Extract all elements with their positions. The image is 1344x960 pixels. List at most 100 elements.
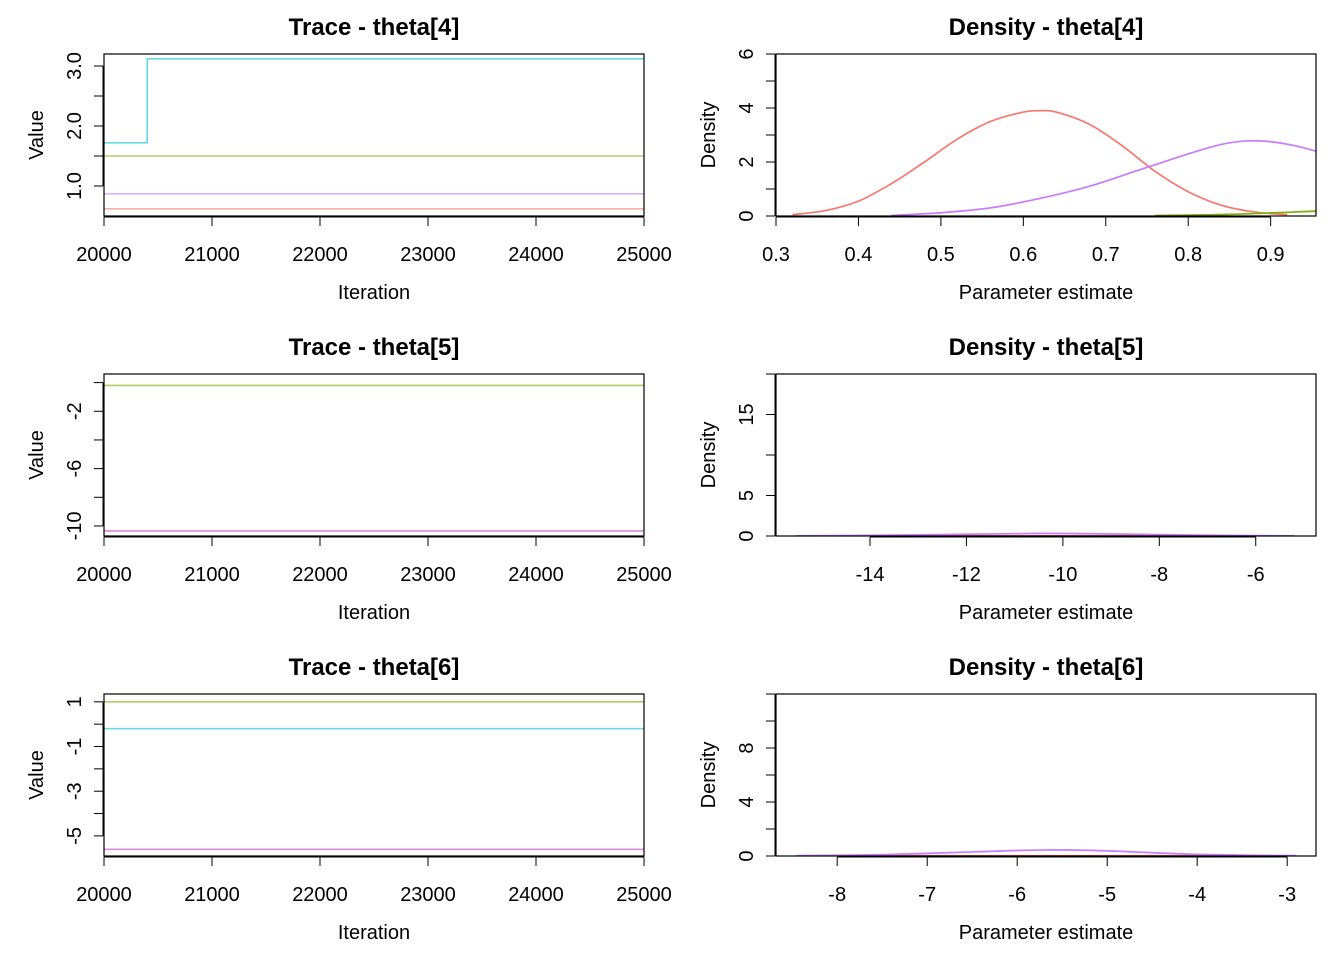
x-tick-label: -10 bbox=[1048, 564, 1077, 586]
series-group bbox=[796, 849, 1297, 856]
x-axis-label: Parameter estimate bbox=[959, 282, 1134, 304]
x-tick-label: 25000 bbox=[616, 884, 672, 906]
y-axis: -5 -3 -1 1 bbox=[64, 696, 104, 845]
x-tick-label: -5 bbox=[1098, 884, 1116, 906]
series-group bbox=[792, 109, 1316, 216]
y-axis-label: Density bbox=[698, 422, 720, 489]
y-tick-label: 3.0 bbox=[64, 52, 86, 80]
x-tick-label: -4 bbox=[1188, 884, 1206, 906]
y-tick-label: 15 bbox=[736, 403, 758, 425]
x-tick-label: 21000 bbox=[184, 244, 240, 266]
x-axis-label: Iteration bbox=[338, 282, 410, 304]
x-tick-label: -6 bbox=[1008, 884, 1026, 906]
x-tick-label: 0.4 bbox=[845, 244, 873, 266]
chart-title: Trace - theta[4] bbox=[289, 14, 460, 41]
x-tick-label: 20000 bbox=[76, 884, 132, 906]
plot-frame bbox=[103, 53, 645, 217]
x-tick-label: 0.3 bbox=[762, 244, 790, 266]
x-tick-label: 23000 bbox=[400, 244, 456, 266]
y-tick-label: -10 bbox=[64, 512, 86, 541]
x-tick-label: 23000 bbox=[400, 564, 456, 586]
y-tick-label: 8 bbox=[736, 742, 758, 753]
plot-frame bbox=[103, 693, 645, 857]
y-tick-label: 1 bbox=[64, 696, 86, 707]
chart-title: Trace - theta[6] bbox=[289, 654, 460, 681]
series-line-4 bbox=[104, 58, 644, 144]
chart-title: Density - theta[6] bbox=[949, 654, 1144, 681]
x-tick-label: 0.9 bbox=[1257, 244, 1285, 266]
y-axis: -10 -6 -2 bbox=[64, 382, 104, 541]
x-tick-label: -6 bbox=[1247, 564, 1265, 586]
chart-title: Density - theta[4] bbox=[949, 14, 1144, 41]
chart-panel-2: Density - theta[4] 0.3 0.4 0.5 0.6 0.7 0.8 0.9 P… bbox=[698, 14, 1317, 304]
series-line-3 bbox=[1155, 210, 1316, 216]
y-tick-label: 4 bbox=[736, 102, 758, 113]
x-tick-label: 22000 bbox=[292, 564, 348, 586]
series-group bbox=[104, 374, 644, 532]
x-tick-label: -8 bbox=[1150, 564, 1168, 586]
series-group bbox=[104, 701, 644, 851]
y-tick-label: 0 bbox=[736, 210, 758, 221]
chart-panel-3: Trace - theta[5] 20000 21000 22000 23000 2400… bbox=[26, 334, 672, 624]
y-tick-label: 0 bbox=[736, 530, 758, 541]
y-tick-label: -3 bbox=[64, 782, 86, 800]
y-tick-label: -6 bbox=[64, 460, 86, 478]
x-axis: -8 -7 -6 -5 -4 -3 bbox=[828, 856, 1296, 906]
x-axis: 20000 21000 22000 23000 24000 25000 bbox=[76, 216, 672, 266]
series-group bbox=[104, 58, 644, 210]
series-line-1 bbox=[792, 109, 1288, 216]
x-axis: 20000 21000 22000 23000 24000 25000 bbox=[76, 856, 672, 906]
x-tick-label: 22000 bbox=[292, 244, 348, 266]
chart-panel-5: Trace - theta[6] 20000 21000 22000 23000 2400… bbox=[26, 654, 672, 944]
y-tick-label: 6 bbox=[736, 48, 758, 59]
series-line-2 bbox=[891, 139, 1316, 216]
x-tick-label: 0.6 bbox=[1009, 244, 1037, 266]
series-line-2 bbox=[796, 849, 1297, 856]
x-tick-label: 24000 bbox=[508, 564, 564, 586]
y-tick-label: -2 bbox=[64, 402, 86, 420]
x-tick-label: 21000 bbox=[184, 884, 240, 906]
y-axis-label: Density bbox=[698, 742, 720, 809]
plot-frame bbox=[775, 53, 1317, 217]
y-tick-label: 2.0 bbox=[64, 112, 86, 140]
y-axis-label: Value bbox=[26, 110, 48, 160]
y-tick-label: -1 bbox=[64, 738, 86, 756]
x-tick-label: 24000 bbox=[508, 244, 564, 266]
y-axis-label: Density bbox=[698, 102, 720, 169]
x-tick-label: 20000 bbox=[76, 564, 132, 586]
y-axis: 1.0 2.0 3.0 bbox=[64, 52, 104, 200]
x-tick-label: -8 bbox=[828, 884, 846, 906]
x-tick-label: 22000 bbox=[292, 884, 348, 906]
chart-title: Trace - theta[5] bbox=[289, 334, 460, 361]
chart-panel-4: Density - theta[5] -14 -12 -10 -8 -6 Parameter… bbox=[698, 334, 1317, 624]
y-axis-label: Value bbox=[26, 750, 48, 800]
plot-frame bbox=[775, 373, 1317, 537]
y-tick-label: 4 bbox=[736, 796, 758, 807]
chart-panel-6: Density - theta[6] -8 -7 -6 -5 -4 -3 Parameter … bbox=[698, 654, 1317, 944]
series-line-2 bbox=[795, 532, 1295, 536]
x-tick-label: -14 bbox=[856, 564, 885, 586]
y-tick-label: 1.0 bbox=[64, 172, 86, 200]
x-tick-label: 25000 bbox=[616, 244, 672, 266]
x-tick-label: 0.7 bbox=[1092, 244, 1120, 266]
y-axis: 0 2 4 6 bbox=[736, 48, 776, 222]
y-axis: 0 5 15 bbox=[736, 373, 776, 542]
plot-frame bbox=[775, 693, 1317, 857]
x-tick-label: 23000 bbox=[400, 884, 456, 906]
y-tick-label: -5 bbox=[64, 827, 86, 845]
x-axis-label: Iteration bbox=[338, 922, 410, 944]
x-tick-label: 20000 bbox=[76, 244, 132, 266]
chart-panel-1: Trace - theta[4] 20000 21000 22000 23000 2400… bbox=[26, 14, 672, 304]
x-tick-label: -3 bbox=[1278, 884, 1296, 906]
x-axis-label: Parameter estimate bbox=[959, 922, 1134, 944]
x-tick-label: -12 bbox=[952, 564, 981, 586]
chart-title: Density - theta[5] bbox=[949, 334, 1144, 361]
x-axis: 20000 21000 22000 23000 24000 25000 bbox=[76, 536, 672, 586]
y-axis-label: Value bbox=[26, 430, 48, 480]
x-axis-label: Parameter estimate bbox=[959, 602, 1134, 624]
x-tick-label: 24000 bbox=[508, 884, 564, 906]
y-tick-label: 5 bbox=[736, 490, 758, 501]
x-tick-label: 25000 bbox=[616, 564, 672, 586]
x-tick-label: 21000 bbox=[184, 564, 240, 586]
